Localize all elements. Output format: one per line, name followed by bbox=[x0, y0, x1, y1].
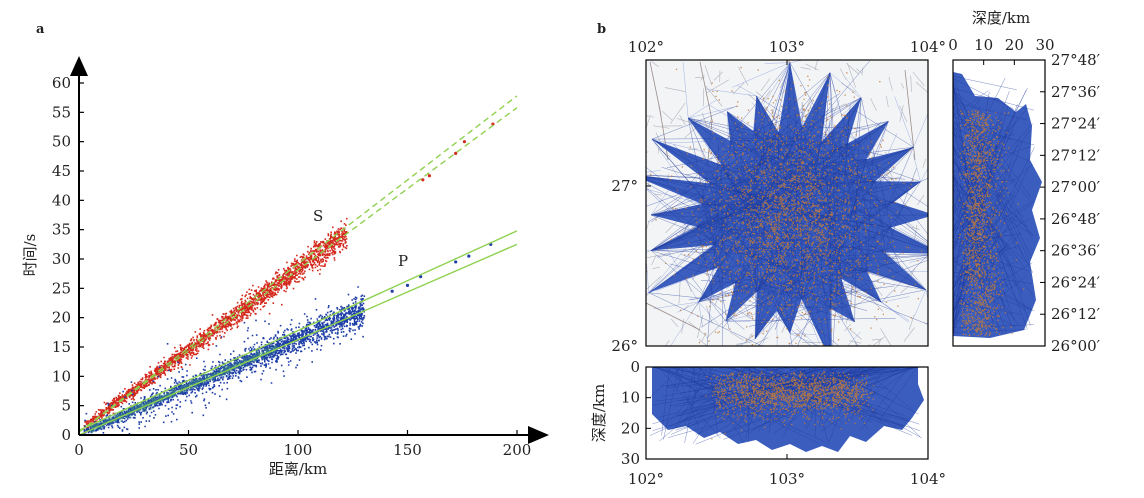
y-tick-label: 45 bbox=[52, 162, 71, 180]
depth-left-tick-label: 20 bbox=[621, 419, 640, 437]
y-tick-label: 5 bbox=[61, 397, 71, 415]
bottom-section-tick-label: 103° bbox=[769, 470, 805, 488]
x-axis-arrow bbox=[528, 426, 549, 444]
fit-lines bbox=[78, 95, 518, 436]
right-lat-tick-label: 27°48′ bbox=[1051, 51, 1101, 69]
y-tick-label: 40 bbox=[52, 191, 71, 209]
y-tick-label: 30 bbox=[52, 250, 71, 268]
outlier-point bbox=[405, 283, 410, 287]
y-tick-label: 35 bbox=[52, 221, 71, 239]
ray-paths-map bbox=[646, 60, 928, 346]
panel-label-b: b bbox=[597, 22, 606, 37]
depth-top-tick-label: 0 bbox=[948, 36, 958, 54]
outlier-point bbox=[467, 254, 471, 258]
depth-left-tick-label: 10 bbox=[621, 389, 640, 407]
outlier-point bbox=[421, 178, 425, 182]
x-tick-label: 150 bbox=[393, 441, 422, 459]
event-dots-right bbox=[958, 110, 1025, 337]
map-top-tick-label: 103° bbox=[769, 38, 805, 56]
depth-left-tick-label: 0 bbox=[630, 358, 640, 376]
right-lat-tick-label: 26°24′ bbox=[1051, 273, 1101, 291]
fit-line-s bbox=[78, 95, 518, 433]
y-tick-label: 20 bbox=[52, 309, 71, 327]
axes-a bbox=[70, 56, 549, 444]
right-lat-tick-label: 26°36′ bbox=[1051, 242, 1101, 260]
series-label-p: P bbox=[398, 252, 408, 270]
depth-top-tick-label: 20 bbox=[1005, 36, 1024, 54]
y-axis-arrow bbox=[70, 56, 88, 76]
y-tick-label: 25 bbox=[52, 279, 71, 297]
map-top-tick-label: 102° bbox=[628, 38, 664, 56]
bottom-section-tick-label: 104° bbox=[910, 470, 946, 488]
right-lat-tick-label: 27°36′ bbox=[1051, 83, 1101, 101]
event-dots-map bbox=[646, 61, 923, 346]
ticks-a: 0 5 10 15 20 25 30 35 40 45 50 55 60 0 50 100 150 200 bbox=[52, 74, 531, 459]
outlier-point bbox=[491, 122, 495, 126]
scatter-series-p bbox=[83, 286, 366, 436]
y-axis-label: 时间/s bbox=[21, 234, 39, 277]
right-lat-tick-label: 26°12′ bbox=[1051, 305, 1101, 323]
fit-line-p bbox=[78, 230, 518, 431]
event-points-depth-bottom bbox=[705, 371, 875, 440]
travel-time-plot: 0 5 10 15 20 25 30 35 40 45 50 55 60 0 50 100 150 200 距离/… bbox=[21, 56, 549, 478]
depth-left-tick-label: 30 bbox=[621, 450, 640, 468]
y-tick-label: 15 bbox=[52, 338, 71, 356]
outlier-point bbox=[454, 260, 458, 264]
scatter-series-s bbox=[83, 217, 348, 430]
fit-line-s bbox=[78, 107, 518, 433]
y-tick-label: 50 bbox=[52, 133, 71, 151]
x-tick-label: 0 bbox=[74, 441, 84, 459]
x-axis-label: 距离/km bbox=[269, 460, 327, 478]
y-tick-label: 60 bbox=[52, 74, 71, 92]
y-tick-label: 10 bbox=[52, 367, 71, 385]
outlier-point bbox=[427, 174, 431, 178]
outlier-point bbox=[462, 140, 467, 144]
ray-lines-faint bbox=[646, 60, 928, 346]
right-lat-tick-label: 26°00′ bbox=[1051, 337, 1101, 355]
tomography-map: 102° 102° 103° 103° 104° 104° 26° 27° 27°48′ 27°3… bbox=[590, 9, 1101, 488]
right-lat-tick-label: 27°24′ bbox=[1051, 115, 1101, 133]
y-tick-label: 0 bbox=[61, 426, 71, 444]
depth-label-left: 深度/km bbox=[590, 384, 608, 442]
event-dots-bottom bbox=[705, 371, 875, 440]
map-left-tick-label: 26° bbox=[611, 337, 638, 355]
outlier-point bbox=[390, 289, 394, 293]
right-lat-tick-label: 26°48′ bbox=[1051, 210, 1101, 228]
right-lat-tick-label: 27°00′ bbox=[1051, 178, 1101, 196]
event-points-map bbox=[646, 61, 923, 346]
series-label-s: S bbox=[313, 207, 323, 225]
depth-label-top: 深度/km bbox=[972, 9, 1030, 27]
bottom-section-tick-label: 102° bbox=[628, 470, 664, 488]
x-tick-label: 200 bbox=[503, 441, 532, 459]
terrain-roads bbox=[646, 61, 916, 331]
right-lat-tick-label: 27°12′ bbox=[1051, 146, 1101, 164]
x-tick-label: 50 bbox=[179, 441, 198, 459]
map-left-tick-label: 27° bbox=[611, 177, 638, 195]
panel-label-a: a bbox=[36, 22, 45, 37]
depth-section-right-frame bbox=[952, 59, 1046, 347]
y-tick-label: 55 bbox=[52, 103, 71, 121]
x-tick-label: 100 bbox=[284, 441, 313, 459]
outlier-point bbox=[454, 151, 458, 155]
fit-line-p bbox=[78, 243, 518, 436]
event-points-depth-right bbox=[958, 110, 1025, 337]
ticks-b: 102° 102° 103° 103° 104° 104° 26° 27° 27°48′ 27°3… bbox=[611, 36, 1100, 488]
map-top-tick-label: 104° bbox=[910, 38, 946, 56]
depth-top-tick-label: 30 bbox=[1035, 36, 1054, 54]
depth-top-tick-label: 10 bbox=[974, 36, 993, 54]
